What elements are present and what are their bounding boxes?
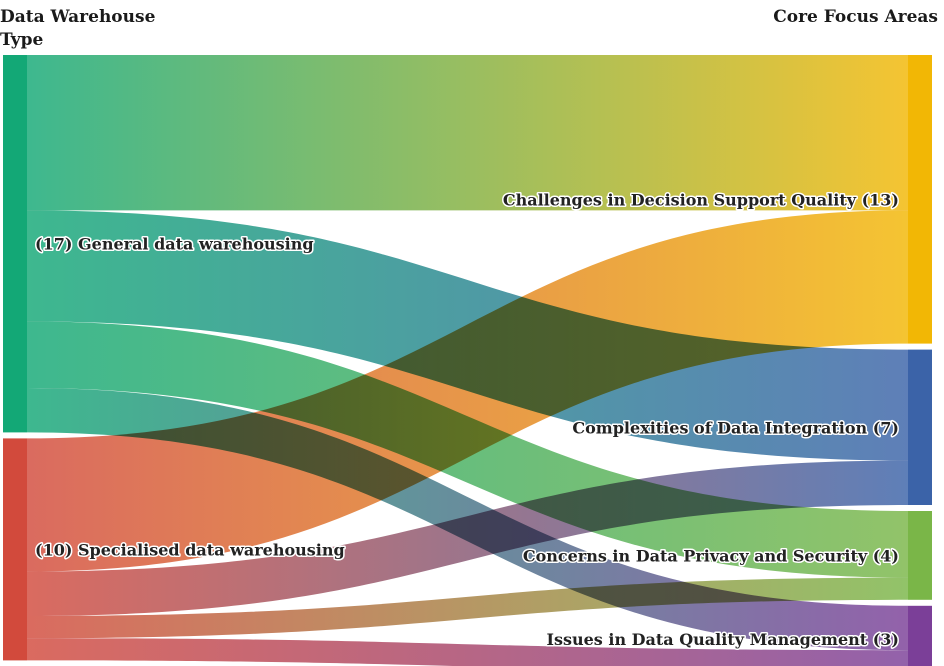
target-label-privacy: Concerns in Data Privacy and Security (4… bbox=[523, 546, 899, 565]
links-layer bbox=[27, 55, 908, 666]
node-privacy bbox=[908, 511, 932, 600]
nodes-layer bbox=[3, 55, 932, 666]
target-label-integration: Complexities of Data Integration (7) bbox=[572, 418, 899, 437]
node-integration bbox=[908, 349, 932, 505]
right-header: Core Focus Areas bbox=[773, 7, 938, 27]
link-general-to-decision bbox=[27, 55, 908, 211]
node-specialised bbox=[3, 438, 27, 661]
target-label-quality: Issues in Data Quality Management (3) bbox=[546, 630, 899, 649]
source-label-general: (17) General data warehousing bbox=[35, 235, 314, 254]
labels-layer: Data Warehouse Type Core Focus Areas (17… bbox=[0, 7, 938, 651]
link-specialised-to-integration bbox=[27, 460, 908, 616]
target-label-decision: Challenges in Decision Support Quality (… bbox=[503, 190, 899, 209]
node-decision bbox=[908, 55, 932, 344]
node-quality bbox=[908, 605, 932, 666]
left-header-line-1: Data Warehouse bbox=[0, 7, 156, 27]
link-specialised-to-quality bbox=[27, 638, 908, 666]
source-label-specialised: (10) Specialised data warehousing bbox=[35, 540, 345, 559]
node-general bbox=[3, 55, 27, 433]
link-specialised-to-privacy bbox=[27, 577, 908, 639]
left-header-line-2: Type bbox=[0, 30, 44, 50]
link-specialised-to-decision bbox=[27, 210, 908, 572]
